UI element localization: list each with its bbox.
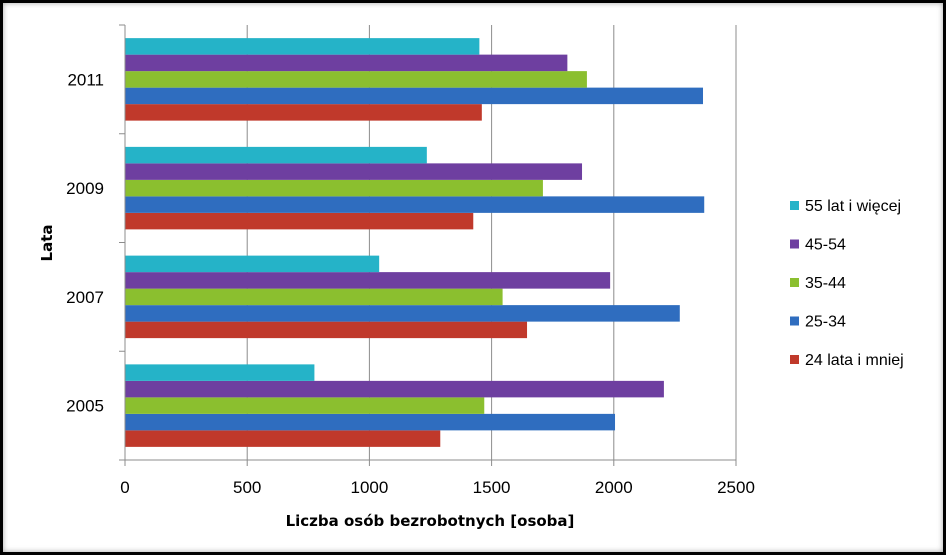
bar-2009-24-lata-i-mniej [125,212,474,230]
bar-2009-55-lat-i-więcej [125,146,427,164]
x-axis-title: Liczba osób bezrobotnych [osoba] [286,512,575,530]
x-tick-label: 1000 [350,478,388,497]
legend-label: 55 lat i więcej [805,198,901,215]
legend-label: 35-44 [805,275,846,292]
bar-2005-45-54 [125,380,664,398]
bar-2005-55-lat-i-więcej [125,364,315,381]
bar-2009-35-44 [125,179,543,197]
bar-2011-35-44 [125,71,587,88]
legend-swatch [790,239,799,249]
bar-2007-45-54 [125,272,611,289]
legend-label: 24 lata i mniej [805,352,904,369]
bar-2011-24-lata-i-mniej [125,104,482,121]
legend-swatch [790,316,799,326]
y-tick-label-2011: 2011 [67,70,104,89]
y-axis-title: Lata [38,225,56,262]
x-tick-label: 2000 [595,478,633,497]
bar-2007-55-lat-i-więcej [125,255,380,273]
legend-label: 45-54 [805,237,846,254]
bar-2011-45-54 [125,54,568,72]
legend: 55 lat i więcej 45-54 35-44 25-34 24 lata i … [790,198,904,369]
bar-2005-24-lata-i-mniej [125,430,441,447]
bar-2007-24-lata-i-mniej [125,321,528,339]
y-tick-label-2005: 2005 [66,397,104,416]
x-tick-label: 0 [120,478,129,497]
legend-swatch [790,201,799,210]
x-tick-label: 1500 [473,478,511,497]
legend-swatch [790,355,799,364]
bar-chart: 0 500 1000 1500 2000 2500 2005 2007 2009 2011 Lic… [38,24,904,530]
x-tick-label: 500 [233,478,261,497]
bar-2005-35-44 [125,397,485,414]
bar-2009-45-54 [125,163,583,180]
bar-2009-25-34 [125,196,705,213]
bar-2007-35-44 [125,288,503,306]
x-tick-label: 2500 [717,478,755,497]
bar-2011-25-34 [125,87,704,105]
bar-2011-55-lat-i-więcej [125,38,480,55]
legend-label: 25-34 [805,314,846,331]
bar-2005-25-34 [125,413,616,431]
bar-2007-25-34 [125,305,680,322]
y-tick-label-2009: 2009 [66,179,104,198]
y-tick-label-2007: 2007 [66,288,104,307]
legend-swatch [790,278,799,287]
